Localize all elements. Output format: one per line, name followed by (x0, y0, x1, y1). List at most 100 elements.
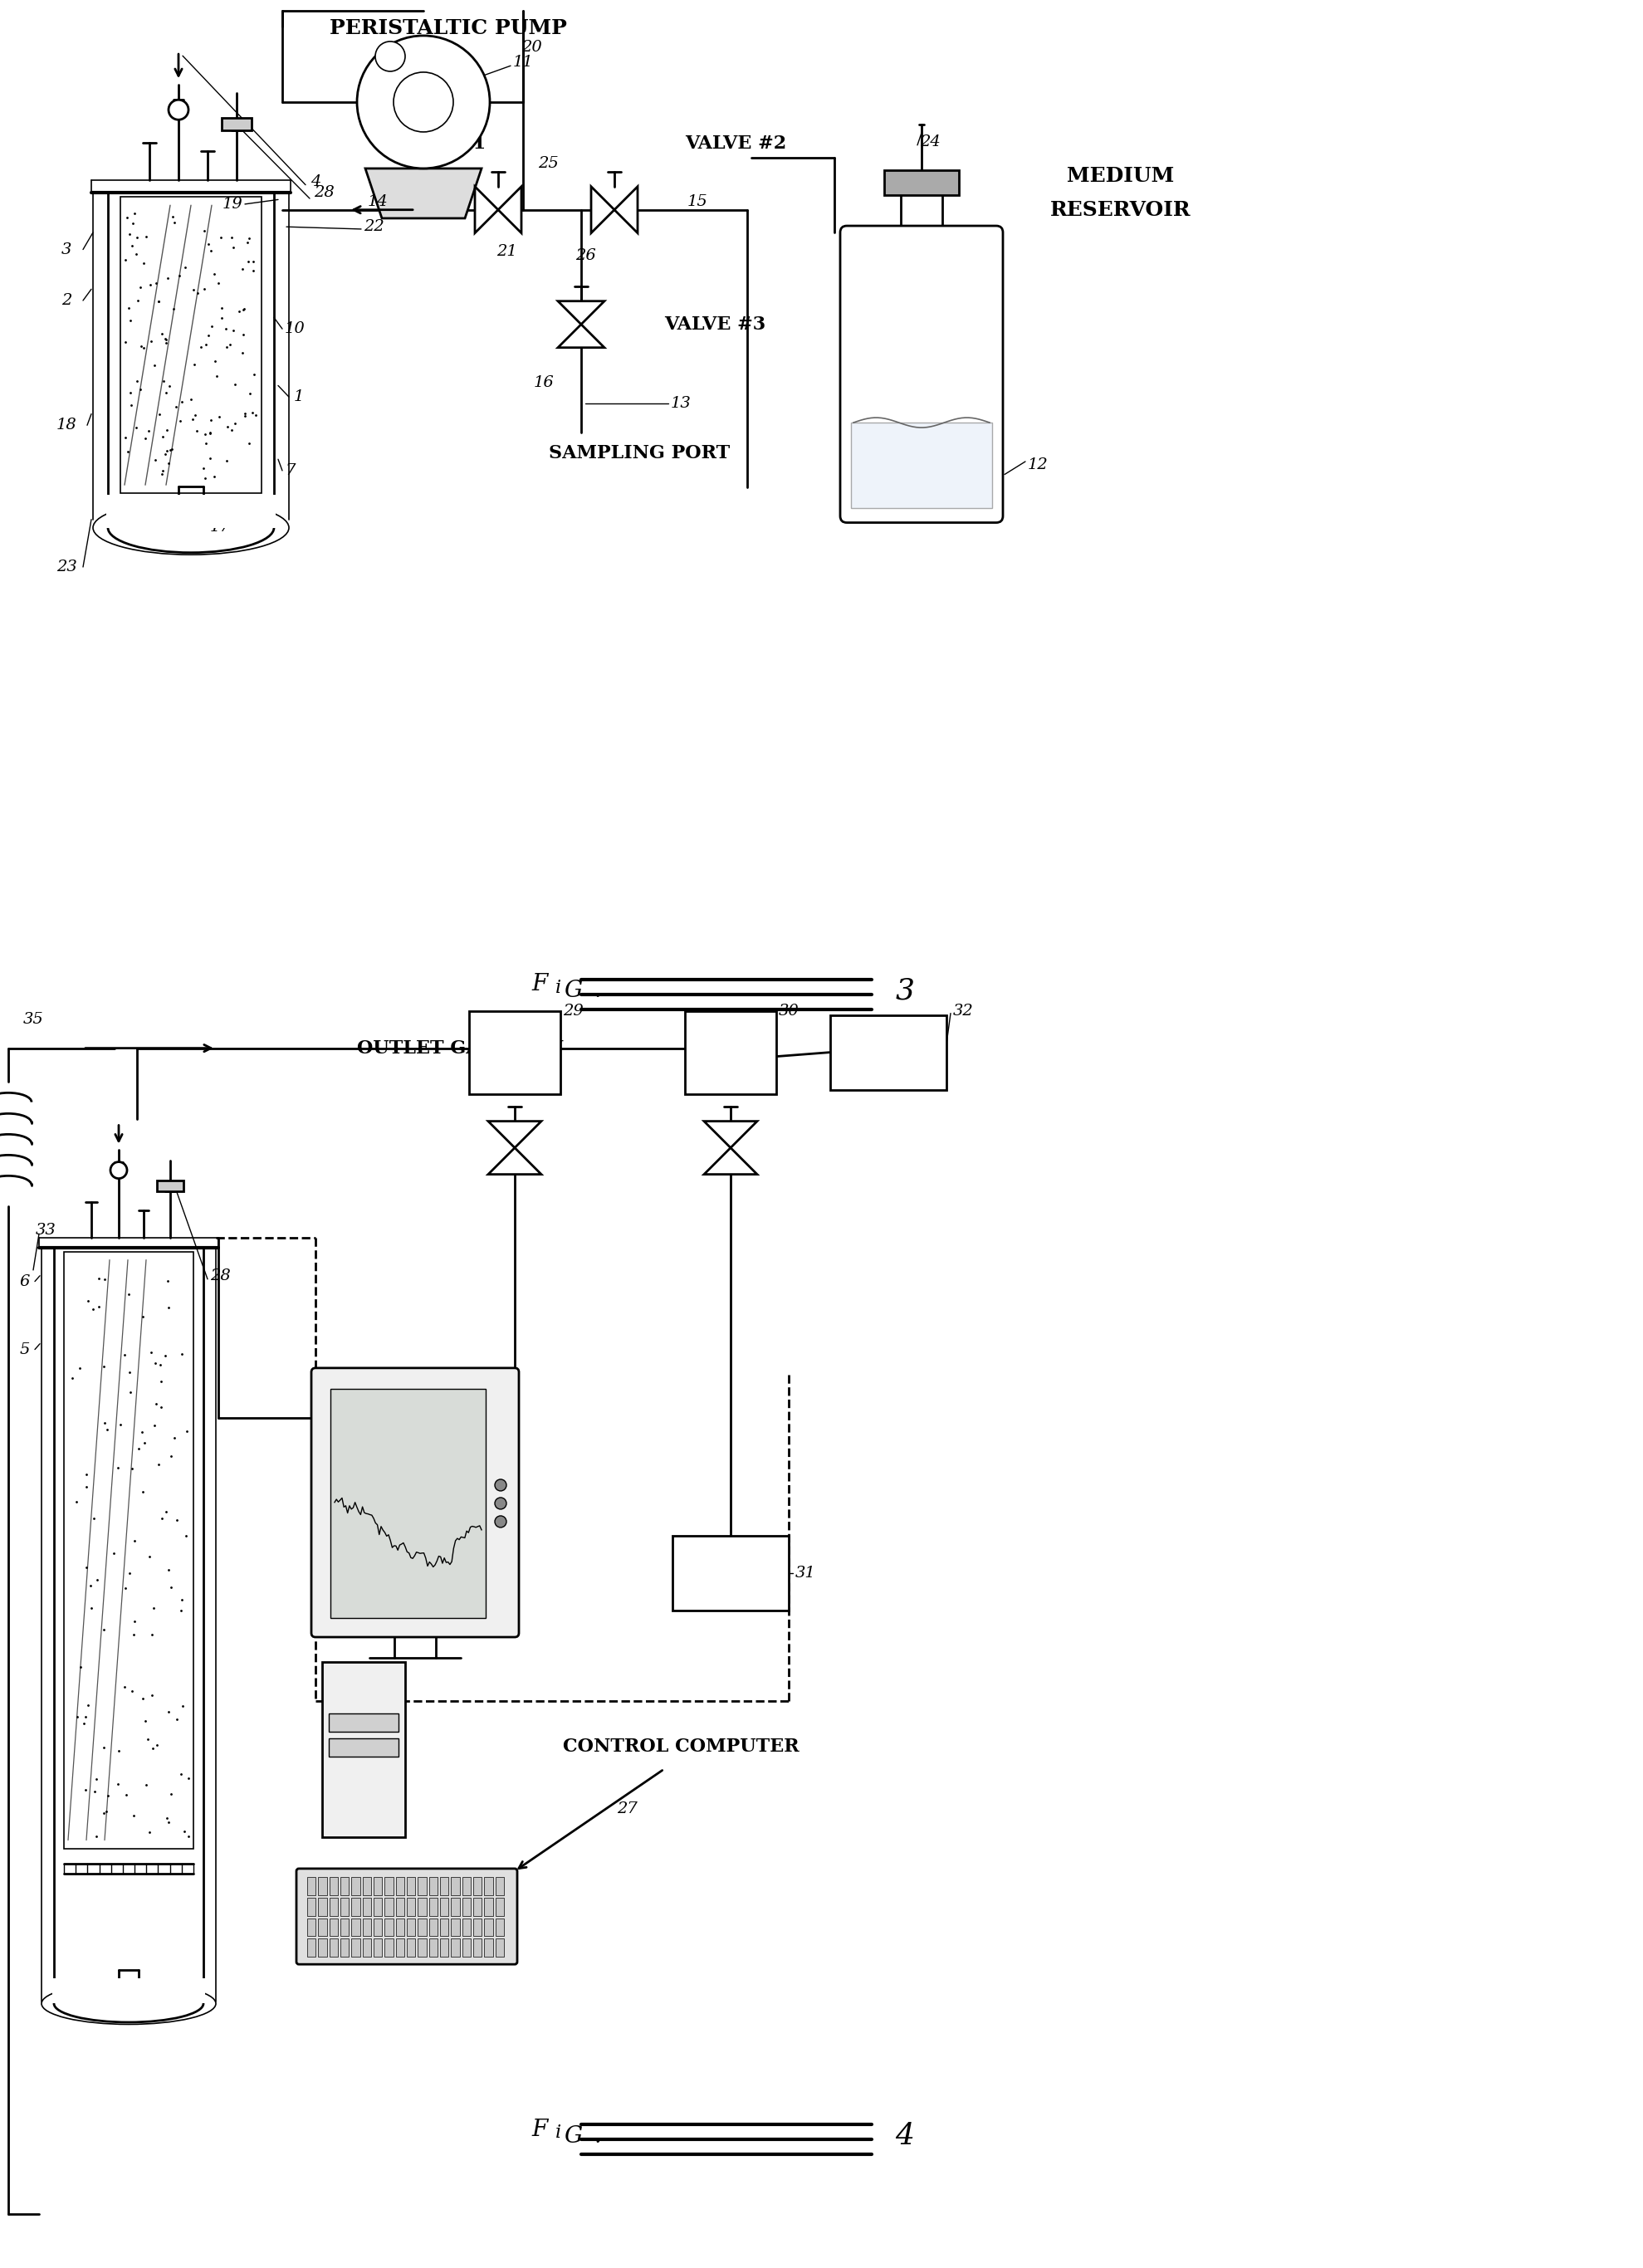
Circle shape (394, 73, 453, 132)
Bar (329, 1919, 338, 1937)
Bar (307, 1878, 315, 1896)
Text: MEDIUM: MEDIUM (1068, 166, 1175, 186)
Bar (440, 1919, 449, 1937)
Text: 2: 2 (61, 293, 72, 308)
Bar (851, 422, 992, 508)
Text: 24: 24 (920, 134, 940, 150)
Bar (417, 1919, 427, 1937)
Bar (417, 1939, 427, 1957)
Polygon shape (591, 186, 614, 234)
Bar (107, 494, 276, 528)
Bar (340, 1898, 348, 1916)
Text: 1: 1 (294, 390, 304, 404)
Bar (407, 1878, 416, 1896)
Text: 17: 17 (210, 519, 230, 535)
Bar (352, 1919, 360, 1937)
Text: 20: 20 (521, 41, 542, 54)
Bar (373, 1939, 383, 1957)
Bar (222, 118, 251, 132)
Bar (384, 1939, 393, 1957)
Bar (396, 1898, 404, 1916)
Text: .: . (595, 2125, 601, 2148)
Text: PERISTALTIC PUMP: PERISTALTIC PUMP (330, 18, 567, 39)
Bar (468, 1012, 560, 1093)
Polygon shape (488, 1120, 541, 1148)
Bar (319, 1919, 327, 1937)
Text: G: G (564, 980, 582, 1002)
Bar (407, 1939, 416, 1957)
Text: 21: 21 (496, 245, 516, 259)
Bar (352, 1878, 360, 1896)
Text: 18: 18 (56, 417, 77, 433)
Polygon shape (365, 168, 481, 218)
Text: 27: 27 (616, 1801, 637, 1817)
Bar (407, 1898, 416, 1916)
Bar (329, 1939, 338, 1957)
Bar (396, 1939, 404, 1957)
Bar (495, 1878, 504, 1896)
Text: RESERVOIR: RESERVOIR (1050, 200, 1191, 220)
Circle shape (495, 1515, 506, 1526)
Bar (64, 1252, 194, 1848)
Bar (363, 1939, 371, 1957)
Text: 10: 10 (284, 322, 306, 336)
Bar (884, 170, 960, 195)
Bar (473, 1919, 481, 1937)
Text: 7: 7 (286, 463, 296, 479)
Text: 22: 22 (363, 220, 384, 234)
Bar (363, 1898, 371, 1916)
Text: 30: 30 (779, 1002, 798, 1018)
Bar (685, 1012, 775, 1093)
Bar (452, 1898, 460, 1916)
Text: OUTLET GAS FLOW: OUTLET GAS FLOW (357, 1039, 564, 1057)
Text: 19: 19 (222, 197, 243, 211)
Text: 12: 12 (1027, 458, 1048, 472)
Text: 32: 32 (953, 1002, 973, 1018)
Text: 35: 35 (23, 1012, 43, 1027)
Polygon shape (488, 1148, 541, 1175)
Text: VALVE #1: VALVE #1 (384, 134, 486, 152)
Bar (429, 1878, 437, 1896)
Bar (330, 1388, 486, 1617)
Bar (319, 1898, 327, 1916)
Text: 15: 15 (687, 195, 708, 209)
Bar (473, 1939, 481, 1957)
Text: CONTROL COMPUTER: CONTROL COMPUTER (562, 1737, 798, 1755)
Bar (396, 1878, 404, 1896)
Bar (429, 1939, 437, 1957)
Circle shape (375, 41, 406, 70)
Text: F: F (532, 2118, 547, 2141)
Text: 25: 25 (537, 156, 559, 170)
Text: SAMPLING PORT: SAMPLING PORT (549, 445, 729, 463)
Circle shape (495, 1497, 506, 1508)
Bar (417, 1898, 427, 1916)
Ellipse shape (108, 503, 274, 553)
Polygon shape (703, 1120, 757, 1148)
Text: VALVE #2: VALVE #2 (685, 134, 787, 152)
Bar (307, 1919, 315, 1937)
FancyBboxPatch shape (840, 227, 1002, 522)
Circle shape (110, 1161, 127, 1179)
Bar (322, 1662, 406, 1837)
Bar (495, 1898, 504, 1916)
Bar (452, 1878, 460, 1896)
Text: 3: 3 (61, 243, 72, 256)
Bar (340, 1919, 348, 1937)
Polygon shape (559, 302, 605, 324)
Text: i: i (555, 2123, 560, 2143)
Polygon shape (475, 186, 498, 234)
Bar (319, 1878, 327, 1896)
Text: 3: 3 (895, 978, 915, 1005)
Bar (473, 1898, 481, 1916)
Text: 14: 14 (368, 195, 388, 209)
Bar (462, 1898, 472, 1916)
Text: F: F (532, 973, 547, 996)
Bar (417, 1878, 427, 1896)
Text: 33: 33 (36, 1222, 56, 1238)
Bar (440, 1939, 449, 1957)
Text: G: G (564, 2125, 582, 2148)
Text: 28: 28 (210, 1268, 230, 1284)
Text: 26: 26 (575, 247, 595, 263)
Bar (473, 1878, 481, 1896)
Bar (407, 1919, 416, 1937)
